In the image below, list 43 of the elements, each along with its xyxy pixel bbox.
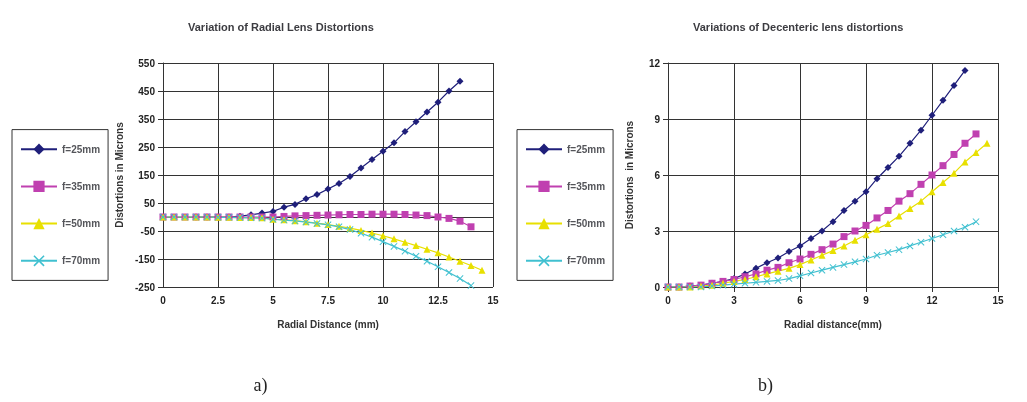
x-tick-label: 9	[863, 294, 870, 306]
x-tick-label: 6	[797, 294, 804, 306]
x-axis-title: Radial distance(mm)	[784, 318, 882, 330]
y-tick-label: 6	[654, 169, 661, 181]
legend-label: f=70mm	[567, 255, 606, 267]
legend-label: f=50mm	[62, 218, 101, 230]
x-tick-label: 12	[926, 294, 938, 306]
chart-title: Variations of Decenteric lens distortions	[693, 20, 904, 33]
y-tick-label: 50	[143, 197, 156, 209]
x-tick-label: 5	[270, 294, 277, 306]
x-axis-title: Radial Distance (mm)	[277, 318, 379, 330]
x-tick-label: 15	[992, 294, 1004, 306]
text: b)	[758, 375, 773, 396]
x-tick-label: 0	[665, 294, 672, 306]
x-tick-label: 7.5	[321, 294, 336, 306]
x-tick-label: 2.5	[211, 294, 226, 306]
x-tick-label: 3	[731, 294, 738, 306]
y-tick-label: -50	[140, 225, 156, 237]
legend-label: f=35mm	[62, 180, 101, 192]
legend-label: f=25mm	[567, 143, 606, 155]
x-tick-label: 0	[160, 294, 167, 306]
y-tick-label: 450	[138, 85, 156, 97]
y-tick-label: 350	[138, 113, 156, 125]
y-axis-title: Distortions in Microns	[623, 120, 635, 230]
text: a)	[253, 375, 268, 396]
chart-title: Variation of Radial Lens Distortions	[188, 20, 374, 33]
x-tick-label: 15	[487, 294, 499, 306]
y-tick-label: -150	[134, 253, 156, 265]
legend-label: f=70mm	[62, 255, 101, 267]
x-tick-label: 10	[377, 294, 389, 306]
legend-label: f=35mm	[567, 180, 606, 192]
y-tick-label: 150	[138, 169, 156, 181]
x-tick-label: 12.5	[428, 294, 449, 306]
y-tick-label: 3	[654, 225, 661, 237]
y-tick-label: -250	[134, 281, 156, 293]
y-tick-label: 12	[648, 57, 661, 69]
y-tick-label: 250	[138, 141, 156, 153]
y-tick-label: 550	[138, 57, 156, 69]
y-axis-title: Distortions in Microns	[113, 121, 125, 228]
y-tick-label: 9	[654, 113, 661, 125]
legend-label: f=25mm	[62, 143, 101, 155]
legend-label: f=50mm	[567, 218, 606, 230]
y-tick-label: 0	[654, 281, 661, 293]
